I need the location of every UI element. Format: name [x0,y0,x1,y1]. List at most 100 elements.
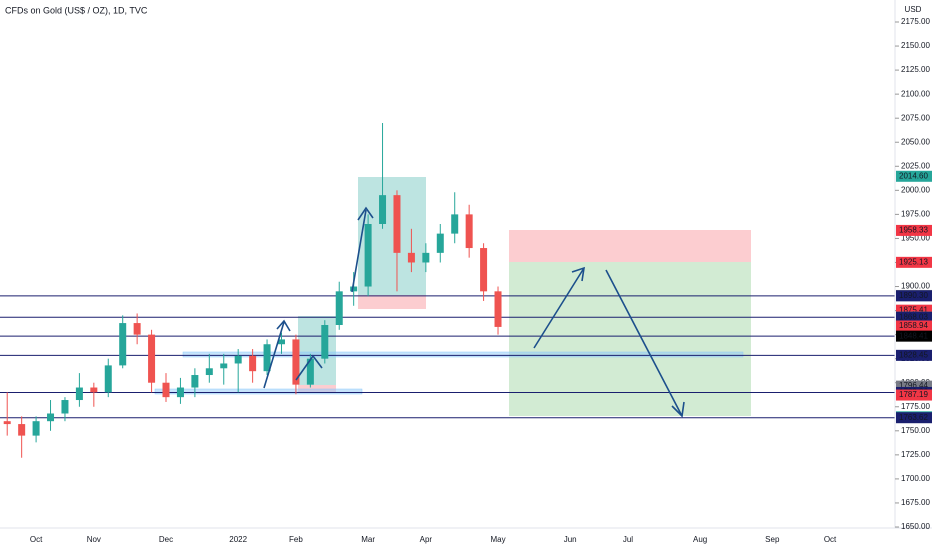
candle-body [162,382,170,398]
y-tick-label: 2025.00 [901,161,930,170]
short-profit-box [509,262,751,416]
price-label-box [896,304,932,316]
arrows [263,206,685,418]
price-label: 1868.03 [899,312,928,321]
price-label-box [896,256,932,268]
x-tick-label: Feb [289,535,303,544]
candle-body [3,421,11,425]
price-label: 1858.94 [899,321,928,330]
candle-body [407,252,415,263]
x-tick-label: Dec [159,535,173,544]
price-label: 1890.30 [899,291,928,300]
x-tick-label: May [490,535,505,544]
candle-body [148,334,156,383]
y-tick-label: 1950.00 [901,234,930,243]
candle-body [18,424,26,436]
price-label: 2014.60 [899,171,928,180]
short-stop-box [509,230,751,262]
y-tick-label: 1775.00 [901,402,930,411]
zone-band [182,351,744,358]
y-tick-label: 1675.00 [901,498,930,507]
candle-body [176,387,184,398]
arrow [263,321,285,389]
x-tick-label: Oct [824,535,837,544]
y-tick-label: 2075.00 [901,113,930,122]
candle-body [335,291,343,325]
price-label: 1796.44 [899,381,928,390]
candle-body [61,400,69,414]
candle-body [393,195,401,253]
y-tick-label: 2050.00 [901,137,930,146]
candle-body [321,325,329,359]
price-label-box [896,224,932,236]
candle-body [234,355,242,364]
candle-body [364,224,372,287]
price-label: 1828.45 [899,350,928,359]
x-tick-label: Apr [420,535,433,544]
candle-body [292,339,300,385]
candle-body [47,413,55,422]
candle-body [133,323,141,335]
axes: 1650.00 1675.00 1700.00 1725.00 1750.00 1775.… [30,17,932,544]
candle-body [249,355,257,372]
candle-body [480,248,488,292]
candle-body [465,214,473,249]
arrow [605,269,683,417]
y-tick-label: 1900.00 [901,282,930,291]
currency-label: USD [905,5,922,14]
x-tick-label: Mar [361,535,375,544]
y-tick-label: 2175.00 [901,17,930,26]
price-label-box [896,170,932,182]
candle-body [90,387,98,393]
arrow-head [276,319,291,332]
arrow-head [357,206,374,221]
price-label-box [896,290,932,302]
price-label: 1787.19 [899,390,928,399]
price-label-box [896,349,932,361]
arrow [351,209,367,293]
x-tick-label: Jul [623,535,633,544]
candle-body [436,233,444,253]
candle-body [75,387,83,401]
candle-body [451,214,459,234]
y-tick-label: 1975.00 [901,209,930,218]
price-label: 1958.33 [899,226,928,235]
price-label-box [896,389,932,401]
candle-body [104,365,112,393]
candle-body [277,339,285,345]
drawings [154,177,751,416]
candle-body [32,421,40,436]
y-tick-label: 1725.00 [901,450,930,459]
candle-body [191,375,199,388]
arrow [295,354,323,381]
x-tick-label: Jun [564,535,577,544]
long-profit-box [298,316,336,385]
x-tick-label: Sep [765,535,780,544]
price-label-box [896,380,932,392]
y-tick-label: 1750.00 [901,426,930,435]
candle-body [379,195,387,224]
price-label-box [896,330,932,342]
candle-body [422,252,430,263]
candle-body [220,363,228,369]
long-stop-box [298,385,336,392]
candle-body [350,286,358,292]
chart-title: CFDs on Gold (US$ / OZ), 1D, TVC [5,5,148,15]
y-tick-label: 2150.00 [901,41,930,50]
price-label: 1925.13 [899,257,928,266]
y-tick-label: 2125.00 [901,65,930,74]
arrow-head [571,266,585,282]
price-label: 1848.41 [899,331,928,340]
y-tick-label: 1700.00 [901,474,930,483]
candle-body [494,291,502,327]
long-stop-box [358,295,426,309]
price-label-box [896,412,932,424]
x-tick-label: Aug [693,535,707,544]
candle-body [306,358,314,385]
x-tick-label: 2022 [229,535,247,544]
x-tick-label: Oct [30,535,43,544]
candle-body [205,368,213,376]
arrow-head [671,401,685,418]
price-label: 1875.41 [899,305,928,314]
